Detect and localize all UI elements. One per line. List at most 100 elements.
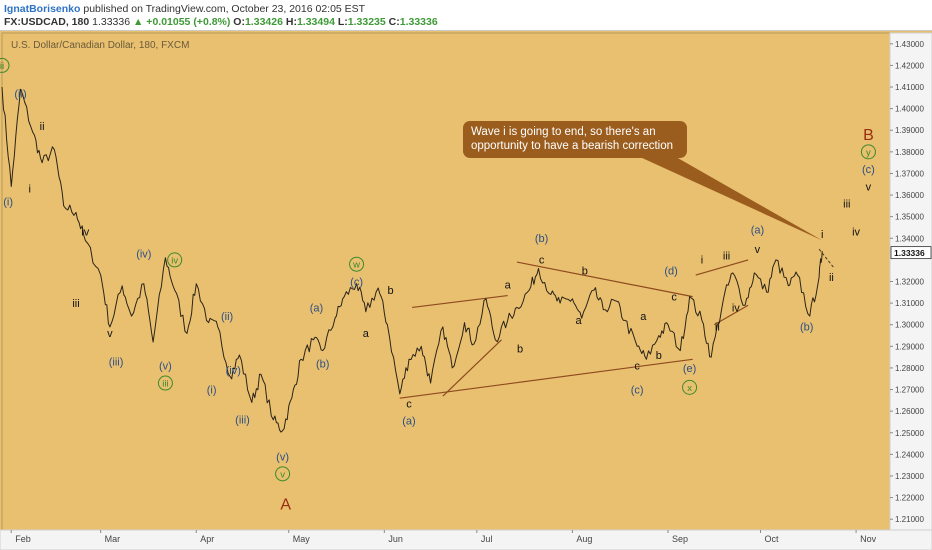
price-change: ▲ +0.01055 (+0.8%) [133, 16, 231, 28]
wave-label: (iii) [109, 356, 124, 368]
wave-circle [860, 144, 876, 160]
wave-label: (a) [402, 416, 415, 428]
wave-label: iv [81, 227, 89, 239]
wave-circle [275, 466, 291, 482]
trendline[interactable] [516, 261, 693, 298]
x-tick-label: May [293, 534, 311, 544]
wave-label: (v) [159, 361, 172, 373]
low-label: L: [337, 16, 348, 28]
last-price: 1.33336 [92, 16, 131, 28]
symbol-label: FX:USDCAD, 180 [4, 16, 90, 28]
wave-label: b [582, 266, 588, 278]
wave-label: (d) [664, 266, 677, 278]
y-tick-label: 1.42000 [895, 61, 924, 70]
wave-label: iv [732, 302, 740, 314]
wave-label: B [863, 127, 874, 144]
wave-label: iv [171, 255, 178, 266]
callout-pointer [640, 157, 823, 241]
trendline[interactable] [399, 358, 693, 399]
y-tick-label: 1.26000 [895, 407, 924, 416]
wave-label: (a) [751, 224, 764, 236]
price-line [1, 86, 823, 433]
chart-title: U.S. Dollar/Canadian Dollar, 180, FXCM [11, 40, 190, 51]
trendline[interactable] [442, 339, 502, 397]
wave-label: a [576, 315, 583, 327]
open-value: 1.33426 [244, 16, 283, 28]
y-tick-label: 1.40000 [895, 105, 924, 114]
author-link[interactable]: IgnatBorisenko [4, 3, 81, 15]
wave-label: a [505, 280, 512, 292]
y-tick-label: 1.43000 [895, 40, 924, 49]
wave-label: A [280, 497, 291, 514]
y-tick-label: 1.23000 [895, 472, 924, 481]
y-tick-label: 1.38000 [895, 148, 924, 157]
wave-label: b [387, 285, 393, 297]
wave-label: ii [40, 121, 45, 133]
y-tick-label: 1.28000 [895, 364, 924, 373]
wave-circle [0, 57, 10, 73]
wave-label: w [352, 260, 360, 271]
time-axis [0, 529, 932, 550]
y-tick-label: 1.22000 [895, 494, 924, 503]
wave-label: c [539, 255, 545, 267]
wave-circle [682, 379, 698, 395]
publish-info: IgnatBorisenko published on TradingView.… [4, 3, 365, 15]
wave-label: i [29, 183, 31, 195]
y-tick-label: 1.24000 [895, 450, 924, 459]
last-price-label: 1.33336 [894, 248, 925, 258]
wave-label: (ii) [14, 88, 26, 100]
quote-line: FX:USDCAD, 180 1.33336 ▲ +0.01055 (+0.8%… [4, 16, 438, 28]
wave-label: (c) [862, 164, 875, 176]
chart-header: IgnatBorisenko published on TradingView.… [0, 0, 932, 31]
y-tick-label: 1.27000 [895, 386, 924, 395]
trendline[interactable] [412, 294, 508, 309]
y-tick-label: 1.39000 [895, 126, 924, 135]
wave-label: ii [829, 272, 834, 284]
wave-label: (b) [800, 322, 813, 334]
wave-label: (a) [310, 302, 323, 314]
wave-label: iv [852, 227, 860, 239]
x-tick-label: Jun [388, 534, 403, 544]
wave-label: v [280, 469, 285, 480]
wave-label: i [821, 229, 823, 241]
x-tick-label: Jul [481, 534, 493, 544]
close-label: C: [388, 16, 400, 28]
wave-label: (c) [631, 384, 644, 396]
wave-label: (e) [683, 363, 696, 375]
x-tick-label: Nov [860, 534, 877, 544]
y-tick-label: 1.41000 [895, 83, 924, 92]
wave-label: x [687, 383, 692, 394]
wave-label: (i) [207, 384, 217, 396]
plot-area[interactable] [1, 32, 891, 531]
low-value: 1.33235 [347, 16, 386, 28]
wave-label: c [406, 398, 412, 410]
projection-arrow [818, 248, 835, 269]
published-text: published on TradingView.com, October 23… [83, 3, 366, 15]
y-tick-label: 1.35000 [895, 213, 924, 222]
open-label: O: [233, 16, 245, 28]
wave-label: (ii) [221, 311, 233, 323]
wave-label: iii [72, 298, 79, 310]
x-tick-label: Apr [200, 534, 214, 544]
y-tick-label: 1.30000 [895, 321, 924, 330]
y-tick-label: 1.29000 [895, 342, 924, 351]
wave-circle [349, 256, 365, 272]
wave-label: v [755, 244, 761, 256]
wave-label: c [671, 291, 677, 303]
wave-label: (iii) [235, 415, 250, 427]
wave-label: iii [723, 250, 730, 262]
trendline[interactable] [695, 259, 749, 276]
wave-label: a [640, 311, 647, 323]
x-tick-label: Mar [105, 534, 121, 544]
wave-label: (iv) [226, 365, 241, 377]
wave-label: v [866, 181, 872, 193]
close-value: 1.33336 [399, 16, 438, 28]
annotation-callout[interactable]: Wave i is going to end, so there's an op… [463, 121, 687, 158]
wave-label: a [363, 328, 370, 340]
y-tick-label: 1.25000 [895, 429, 924, 438]
wave-circle [167, 252, 183, 268]
wave-label: i [701, 255, 703, 267]
wave-label: (b) [316, 358, 329, 370]
y-tick-label: 1.36000 [895, 191, 924, 200]
